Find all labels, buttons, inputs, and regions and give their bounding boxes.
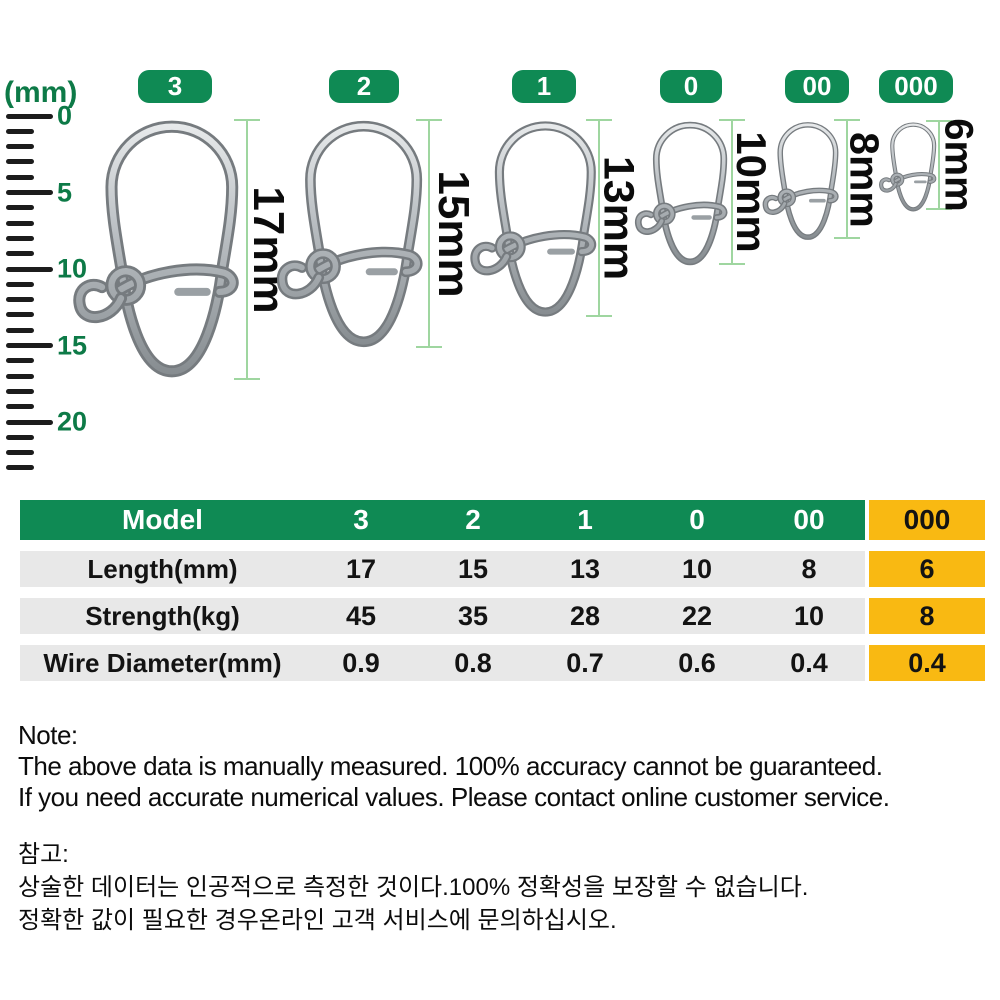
table-cell: 6: [865, 551, 985, 587]
table-cell: 17: [305, 551, 417, 587]
table-row-label: Length(mm): [20, 551, 305, 587]
table-cell: 0.7: [529, 645, 641, 681]
table-cell: 8: [865, 598, 985, 634]
table-cell: 0.4: [753, 645, 865, 681]
dimension-line-10mm: [719, 119, 745, 265]
table-cell: 15: [417, 551, 529, 587]
table-row: Length(mm) 17 15 13 10 8 6: [20, 551, 985, 587]
ruler-tick: [6, 297, 34, 303]
snap-clip-size-1: [468, 116, 613, 322]
note-korean-line: 상술한 데이터는 인공적으로 측정한 것이다.100% 정확성을 보장할 수 없…: [18, 874, 809, 901]
note-english-line: If you need accurate numerical values. P…: [18, 782, 890, 812]
ruler-number: 10: [57, 253, 88, 284]
table-header-col-0: 0: [641, 500, 753, 540]
ruler-tick: [6, 465, 34, 471]
dimension-line-13mm: [586, 119, 612, 317]
snap-clip-size-000: [878, 120, 944, 214]
table-row-label: Wire Diameter(mm): [20, 645, 305, 681]
note-korean-line: 정확한 값이 필요한 경우온라인 고객 서비스에 문의하십시오.: [18, 907, 617, 934]
ruler-number: 5: [57, 177, 73, 207]
ruler-tick: [6, 281, 34, 287]
table-cell: 28: [529, 598, 641, 634]
note-english: Note: The above data is manually measure…: [18, 720, 890, 813]
spec-table: Model 3 2 1 0 00 000 Length(mm) 17 15 13 10 8 6 Streng…: [20, 500, 985, 692]
table-cell: 0.4: [865, 645, 985, 681]
ruler-tick: [6, 144, 34, 150]
ruler-tick: [6, 113, 53, 119]
ruler-tick: [6, 159, 34, 165]
ruler-tick: [6, 205, 34, 211]
snap-clip-size-0: [633, 118, 740, 269]
dimension-line-8mm: [834, 119, 860, 239]
table-cell: 35: [417, 598, 529, 634]
length-label-8mm: 8mm: [841, 132, 888, 228]
table-header-col-000: 000: [865, 500, 985, 540]
table-header-col-2: 2: [417, 500, 529, 540]
table-header-col-3: 3: [305, 500, 417, 540]
ruler-tick: [6, 327, 34, 333]
ruler-tick: [6, 174, 34, 180]
length-label-6mm: 6mm: [936, 118, 981, 212]
ruler-tick: [6, 358, 34, 364]
model-badge-3: 3: [138, 70, 212, 103]
ruler-number: 15: [57, 330, 88, 360]
dimension-line-15mm: [416, 119, 442, 348]
model-badge-1: 1: [512, 70, 576, 103]
ruler-number: 0: [57, 100, 73, 131]
dimension-line-6mm: [926, 120, 952, 210]
ruler-tick: [6, 128, 34, 134]
table-cell: 13: [529, 551, 641, 587]
ruler-tick: [6, 450, 34, 456]
table-cell: 0.6: [641, 645, 753, 681]
ruler-tick: [6, 251, 34, 257]
table-row: Strength(kg) 45 35 28 22 10 8: [20, 598, 985, 634]
table-cell: 45: [305, 598, 417, 634]
table-cell: 0.8: [417, 645, 529, 681]
table-header-model: Model: [20, 500, 305, 540]
table-row: Wire Diameter(mm) 0.9 0.8 0.7 0.6 0.4 0.4: [20, 645, 985, 681]
ruler-number: 20: [57, 406, 88, 437]
table-header-col-00: 00: [753, 500, 865, 540]
length-label-15mm: 15mm: [429, 170, 478, 298]
table-cell: 22: [641, 598, 753, 634]
ruler-tick: [6, 312, 34, 318]
ruler-tick: [6, 220, 34, 226]
ruler-tick: [6, 343, 53, 348]
ruler-tick: [6, 434, 34, 440]
model-badge-2: 2: [329, 70, 399, 103]
ruler-unit-label: (mm): [4, 76, 78, 109]
table-cell: 10: [641, 551, 753, 587]
length-label-13mm: 13mm: [594, 155, 643, 281]
note-korean: 참고: 상술한 데이터는 인공적으로 측정한 것이다.100% 정확성을 보장할…: [18, 838, 808, 937]
model-badge-0: 0: [660, 70, 722, 103]
ruler-tick: [6, 404, 34, 410]
table-header-col-1: 1: [529, 500, 641, 540]
ruler-tick: [6, 388, 34, 394]
ruler-tick: [6, 373, 34, 379]
model-badge-000: 000: [879, 70, 953, 103]
ruler-tick: [6, 190, 53, 195]
dimension-line-17mm: [234, 119, 260, 380]
ruler-tick: [6, 235, 34, 241]
note-english-title: Note:: [18, 720, 78, 750]
table-cell: 0.9: [305, 645, 417, 681]
length-label-10mm: 10mm: [728, 131, 775, 253]
snap-clip-size-2: [274, 115, 442, 353]
table-cell: 8: [753, 551, 865, 587]
model-badge-00: 00: [785, 70, 849, 103]
table-header-row: Model 3 2 1 0 00 000: [20, 500, 985, 540]
note-english-line: The above data is manually measured. 100…: [18, 751, 883, 781]
ruler-tick: [6, 419, 53, 425]
ruler-tick: [6, 266, 53, 272]
table-cell: 10: [753, 598, 865, 634]
snap-clip-size-3: [70, 114, 261, 384]
note-korean-title: 참고:: [18, 841, 69, 868]
length-label-17mm: 17mm: [244, 186, 293, 314]
table-row-label: Strength(kg): [20, 598, 305, 634]
